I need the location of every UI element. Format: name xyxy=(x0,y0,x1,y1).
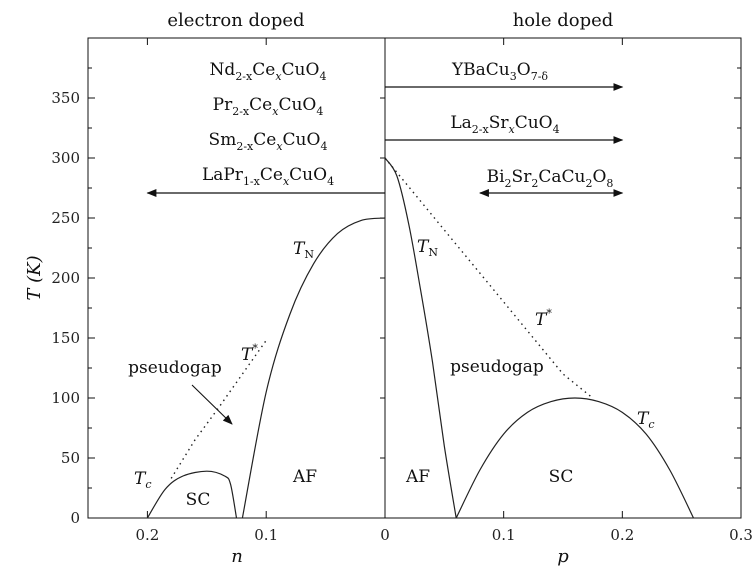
y-tick-label: 350 xyxy=(51,89,80,107)
hole-pseudogap-label: pseudogap xyxy=(450,357,544,377)
electron-pseudogap-label: pseudogap xyxy=(128,358,222,378)
y-tick-label: 200 xyxy=(51,269,80,287)
hole-sc-label: SC xyxy=(549,467,574,487)
electron-af-label: AF xyxy=(292,467,317,487)
y-tick-label: 0 xyxy=(70,509,80,527)
electron-compound-label: Sm2-xCexCuO4 xyxy=(209,130,328,153)
y-axis-label: T (K) xyxy=(24,255,45,300)
hole-tn-label: TN xyxy=(417,237,438,259)
electron-sc-label: SC xyxy=(186,490,211,510)
x-axis-label-right: p xyxy=(557,546,569,567)
pseudogap-pointer-arrow xyxy=(191,384,233,425)
hole-af-label: AF xyxy=(405,467,430,487)
x-tick-label-right: 0.1 xyxy=(492,526,516,544)
hole-tn-curve xyxy=(384,157,457,519)
hole-compound-label: YBaCu3O7-δ xyxy=(451,60,548,83)
electron-compound-label: Nd2-xCexCuO4 xyxy=(210,60,327,83)
hole-tstar-curve xyxy=(384,157,594,399)
hole-tc-curve xyxy=(455,397,695,519)
right-panel-title: hole doped xyxy=(513,10,614,31)
y-tick-label: 50 xyxy=(61,449,80,467)
y-tick-label: 100 xyxy=(51,389,80,407)
hole-tstar-label: T* xyxy=(535,307,552,330)
x-tick-label-left: 0 xyxy=(380,526,390,544)
x-tick-label-left: 0.1 xyxy=(254,526,278,544)
electron-tn-label: TN xyxy=(293,239,314,261)
electron-tstar-label: T* xyxy=(241,342,258,365)
hole-compound-label: Bi2Sr2CaCu2O8 xyxy=(487,167,614,190)
hole-tc-label: Tc xyxy=(637,409,655,431)
electron-tc-curve xyxy=(146,470,238,519)
right-panel-frame xyxy=(384,37,742,519)
x-tick-label-right: 0.3 xyxy=(729,526,753,544)
hole-compound-label: La2-xSrxCuO4 xyxy=(450,113,559,136)
electron-tc-label: Tc xyxy=(134,469,152,491)
x-tick-label-right: 0.2 xyxy=(610,526,634,544)
x-axis-label-left: n xyxy=(231,546,243,567)
y-tick-label: 150 xyxy=(51,329,80,347)
electron-compound-label: LaPr1-xCexCuO4 xyxy=(202,165,334,188)
y-tick-label: 300 xyxy=(51,149,80,167)
left-panel-title: electron doped xyxy=(167,10,304,31)
electron-tn-curve xyxy=(241,217,386,519)
electron-compound-label: Pr2-xCexCuO4 xyxy=(213,95,324,118)
y-tick-label: 250 xyxy=(51,209,80,227)
x-tick-label-left: 0.2 xyxy=(135,526,159,544)
